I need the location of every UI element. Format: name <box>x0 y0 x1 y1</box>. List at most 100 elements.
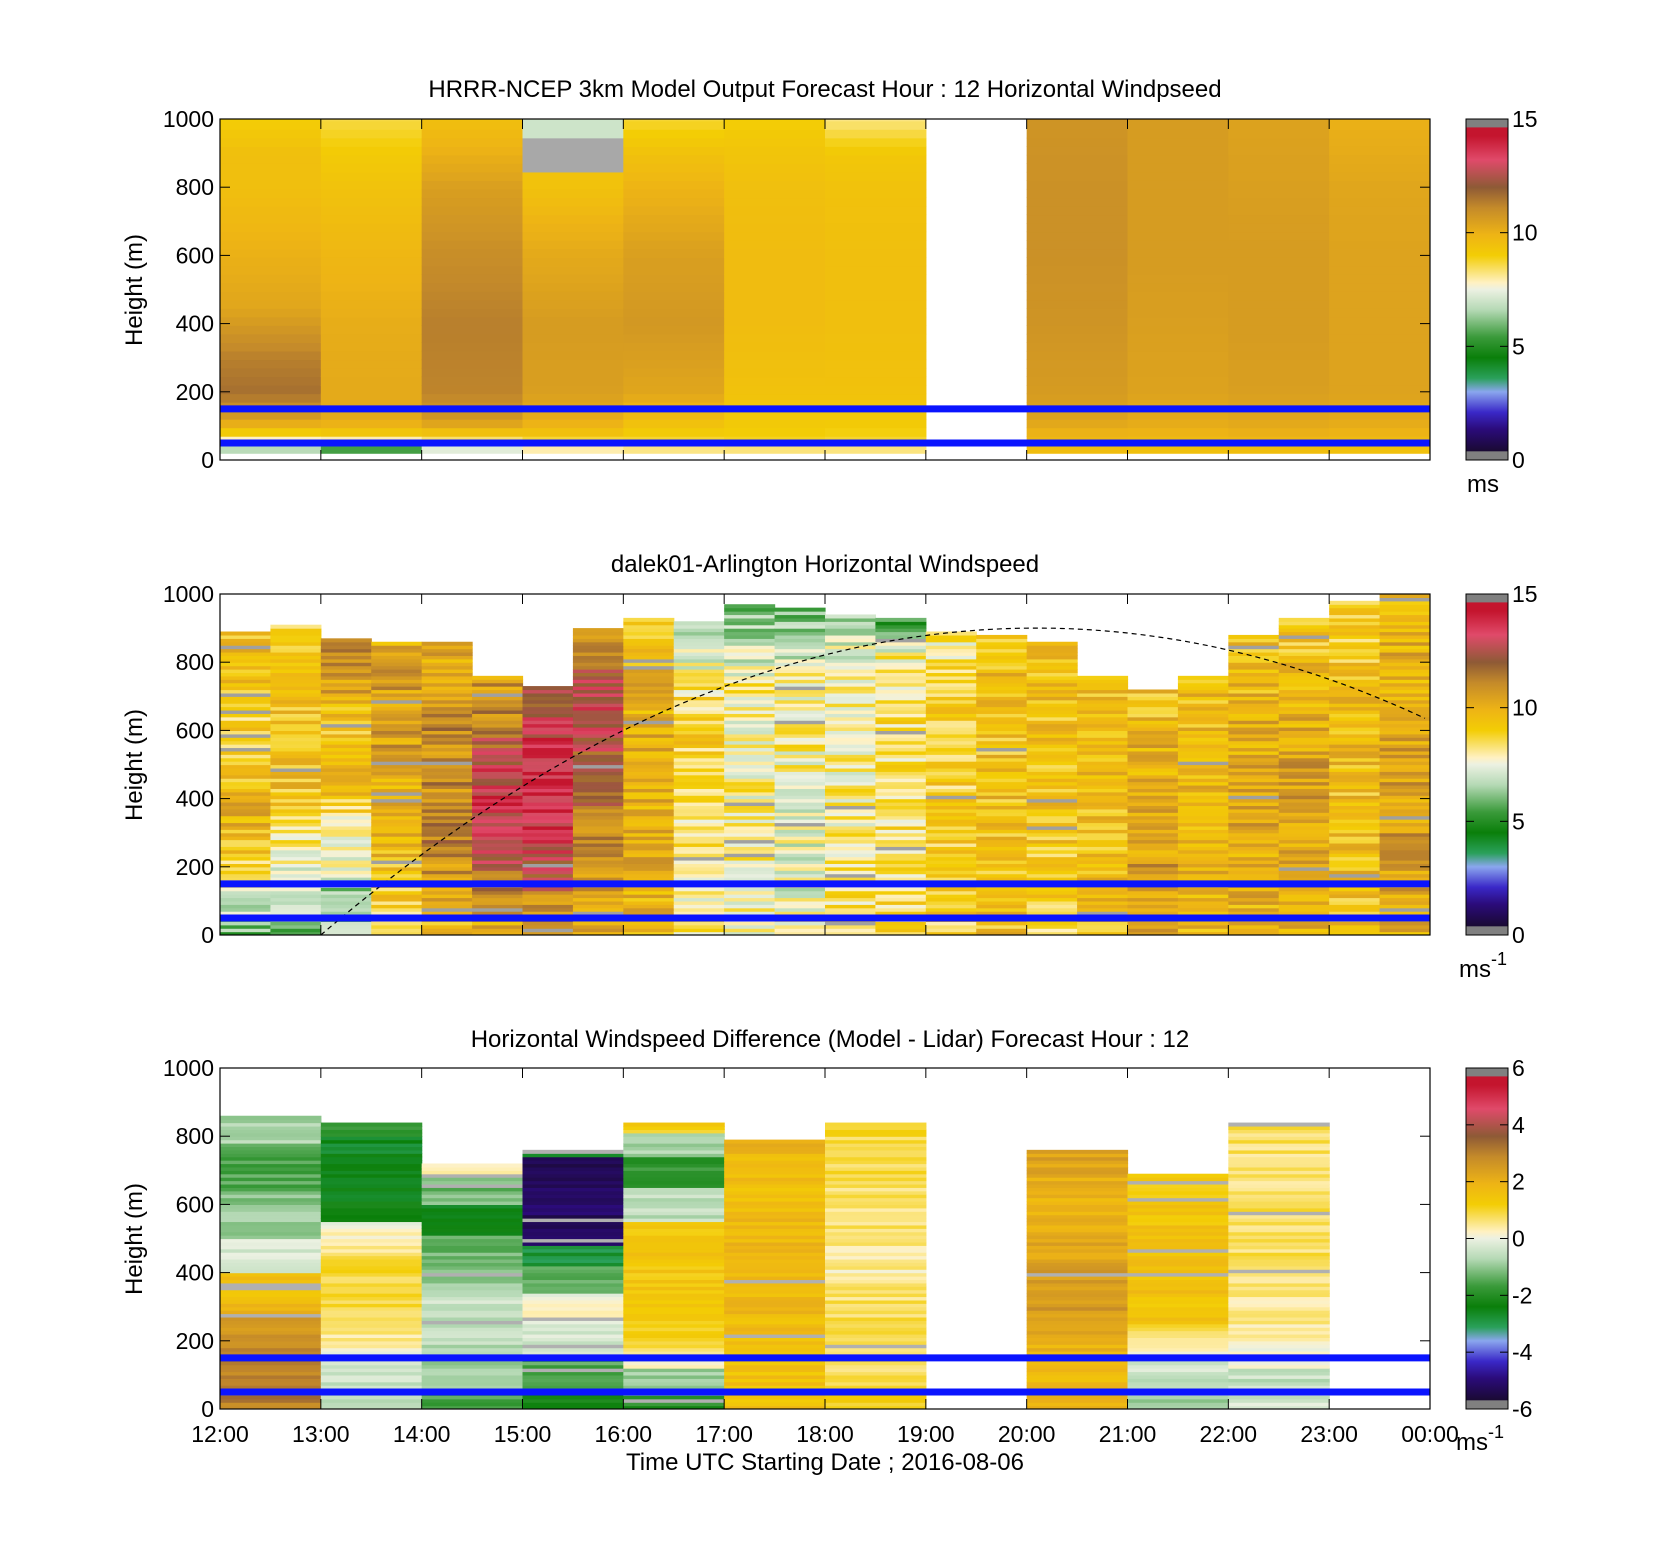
difference-cell <box>522 1245 624 1250</box>
model-cell <box>1026 376 1129 386</box>
lidar-cell <box>925 740 977 745</box>
lidar-cell <box>1329 808 1381 813</box>
lidar-cell <box>1077 720 1129 725</box>
lidar-cell <box>320 784 372 789</box>
model-cell <box>220 427 322 437</box>
lidar-cell <box>774 808 826 813</box>
lidar-cell <box>421 842 473 847</box>
model-cell <box>1127 359 1229 369</box>
difference-cell <box>1228 1289 1330 1294</box>
model-cell <box>1026 384 1129 395</box>
difference-cell <box>724 1310 826 1315</box>
lidar-cell <box>1177 911 1229 916</box>
lidar-cell <box>774 853 826 858</box>
lidar-cell <box>1379 921 1430 926</box>
lidar-cell <box>320 761 372 766</box>
difference-cell <box>1026 1194 1129 1199</box>
lidar-cell <box>623 730 675 735</box>
lidar-cell <box>1278 645 1330 650</box>
difference-cell <box>1127 1316 1229 1321</box>
model-cell <box>220 146 322 156</box>
model-cell <box>1026 291 1129 301</box>
lidar-cell <box>220 771 272 776</box>
model-cell <box>1127 350 1229 361</box>
lidar-cell <box>1228 812 1280 817</box>
lidar-cell <box>220 634 272 639</box>
y-tick-label: 600 <box>176 1191 214 1217</box>
difference-cell <box>1127 1347 1229 1352</box>
lidar-cell <box>421 863 473 868</box>
difference-cell <box>1228 1323 1330 1328</box>
difference-cell <box>1127 1238 1229 1243</box>
difference-cell <box>421 1173 524 1178</box>
difference-cell <box>522 1351 624 1356</box>
difference-cell <box>1228 1272 1330 1277</box>
difference-cell <box>1026 1218 1129 1223</box>
lidar-cell <box>875 726 927 731</box>
difference-cell <box>320 1323 423 1328</box>
lidar-cell <box>1228 836 1280 841</box>
lidar-cell <box>1379 665 1430 670</box>
difference-cell <box>724 1316 826 1321</box>
lidar-cell <box>421 812 473 817</box>
lidar-cell <box>1077 853 1129 858</box>
lidar-cell <box>825 812 877 817</box>
difference-column <box>421 1163 524 1409</box>
lidar-cell <box>976 921 1028 926</box>
lidar-cell <box>472 900 524 905</box>
lidar-cell <box>1278 812 1330 817</box>
lidar-cell <box>220 747 272 752</box>
difference-cell <box>320 1194 423 1199</box>
difference-cell <box>1127 1299 1229 1304</box>
lidar-cell <box>1077 873 1129 878</box>
model-cell <box>1228 419 1330 429</box>
lidar-cell <box>825 733 877 738</box>
lidar-cell <box>522 771 574 776</box>
lidar-cell <box>1278 675 1330 680</box>
lidar-cell <box>270 706 322 711</box>
lidar-cell <box>825 866 877 871</box>
difference-cell <box>1228 1163 1330 1168</box>
lidar-cell <box>875 767 927 772</box>
lidar-cell <box>623 890 675 895</box>
lidar-cell <box>421 873 473 878</box>
lidar-cell <box>572 648 624 653</box>
lidar-cell <box>1026 658 1078 663</box>
lidar-cell <box>925 791 977 796</box>
difference-cell <box>421 1279 524 1284</box>
lidar-cell <box>220 730 272 735</box>
y-tick-label: 400 <box>176 311 214 337</box>
lidar-cell <box>270 822 322 827</box>
lidar-cell <box>472 791 524 796</box>
lidar-column <box>623 617 675 935</box>
model-cell <box>522 299 624 309</box>
lidar-cell <box>1228 815 1280 820</box>
difference-cell <box>1026 1316 1129 1321</box>
lidar-cell <box>976 750 1028 755</box>
lidar-cell <box>875 836 927 841</box>
lidar-cell <box>1177 802 1229 807</box>
lidar-cell <box>673 795 725 800</box>
difference-cell <box>421 1197 524 1202</box>
model-cell <box>623 265 725 275</box>
lidar-cell <box>724 726 776 731</box>
lidar-cell <box>572 716 624 721</box>
lidar-cell <box>1127 788 1179 793</box>
lidar-cell <box>1127 832 1179 837</box>
model-cell <box>1228 146 1330 156</box>
model-cell <box>522 171 624 181</box>
lidar-cell <box>1329 658 1381 663</box>
difference-cell <box>623 1296 725 1301</box>
difference-cell <box>1127 1265 1229 1270</box>
model-cell <box>522 427 624 437</box>
lidar-cell <box>1127 716 1179 721</box>
lidar-cell <box>1127 744 1179 749</box>
lidar-cell <box>1379 709 1430 714</box>
difference-cell <box>421 1286 524 1291</box>
lidar-cell <box>724 679 776 684</box>
lidar-cell <box>925 634 977 639</box>
lidar-cell <box>371 771 423 776</box>
lidar-cell <box>472 781 524 786</box>
lidar-cell <box>673 836 725 841</box>
lidar-cell <box>220 672 272 677</box>
